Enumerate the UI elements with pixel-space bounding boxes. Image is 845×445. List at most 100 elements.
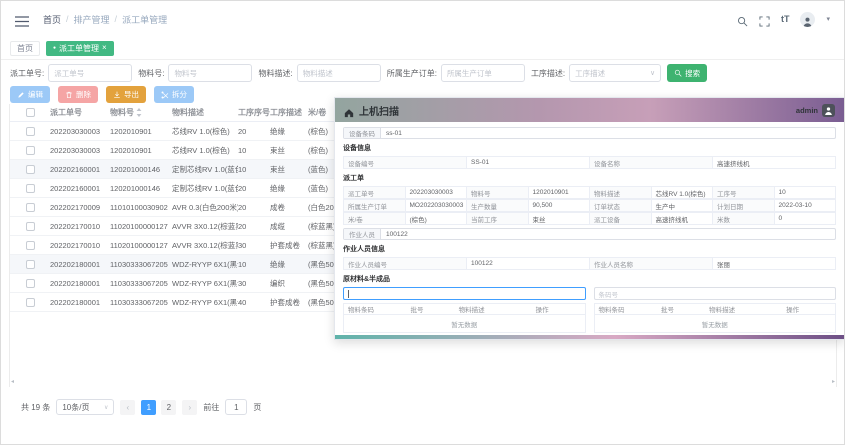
- field-label: 派工单号: [344, 187, 406, 199]
- table-cell: 11010100030902: [110, 202, 168, 212]
- table-cell: 202202170009: [50, 202, 101, 212]
- action-button-split[interactable]: 拆分: [154, 86, 194, 103]
- sort-icon[interactable]: [136, 108, 142, 118]
- search-button[interactable]: 搜索: [667, 64, 708, 82]
- pagination-total: 共 19 条: [21, 402, 51, 412]
- row-checkbox-cell: [10, 202, 50, 212]
- row-checkbox[interactable]: [25, 240, 35, 250]
- process-select[interactable]: 工序描述 ∨: [569, 64, 662, 82]
- row-checkbox[interactable]: [25, 259, 35, 269]
- table-cell: 绝缘: [270, 183, 285, 193]
- field-value: MO202203030003: [405, 200, 467, 212]
- tab-home[interactable]: 首页: [10, 40, 40, 56]
- field-value: 1202010901: [528, 187, 590, 199]
- column-header[interactable]: 物料号: [110, 107, 172, 118]
- breadcrumb-home[interactable]: 首页: [43, 14, 62, 25]
- raw-material-barcode-input[interactable]: [343, 287, 586, 300]
- row-checkbox[interactable]: [25, 164, 35, 174]
- action-button-label: 编辑: [28, 90, 43, 99]
- menu-icon[interactable]: [15, 14, 29, 27]
- user-avatar[interactable]: [800, 11, 816, 27]
- top-navbar: 首页 / 排产管理 / 派工单管理 tT ▾: [1, 1, 844, 37]
- breadcrumb-current: 派工单管理: [122, 14, 168, 25]
- tag-tab-bar: 首页 ● 派工单管理 ×: [1, 37, 844, 60]
- home-icon: [344, 105, 354, 118]
- panel-user-avatar[interactable]: [822, 103, 835, 117]
- fullscreen-icon[interactable]: [759, 14, 770, 27]
- row-checkbox[interactable]: [25, 202, 35, 212]
- panel-header[interactable]: 上机扫描 admin: [335, 98, 844, 122]
- filter-input[interactable]: 派工单号: [48, 64, 133, 82]
- row-checkbox[interactable]: [25, 297, 35, 307]
- page-button-2[interactable]: 2: [161, 399, 177, 415]
- workorder-row: 所属生产订单 MO202203030003 生产数量 90,500 订单状态 生产中 计划日…: [343, 199, 836, 212]
- tab-close-icon[interactable]: ×: [102, 43, 107, 52]
- filter-label: 派工单号:: [10, 68, 45, 78]
- input-placeholder: 工序描述: [575, 68, 606, 78]
- operator-input[interactable]: 100122: [386, 230, 408, 238]
- table-cell: WDZ-RYYP 6X1(黑色5...: [172, 297, 238, 307]
- goto-page-input[interactable]: 1: [225, 399, 248, 415]
- operator-label: 作业人员: [344, 229, 381, 239]
- row-checkbox[interactable]: [25, 145, 35, 155]
- row-checkbox[interactable]: [25, 126, 35, 136]
- page-size-select[interactable]: 10条/页 ∨: [56, 399, 115, 415]
- caret-down-icon[interactable]: ▾: [826, 16, 830, 23]
- row-checkbox[interactable]: [25, 183, 35, 193]
- filter-input[interactable]: 物料号: [168, 64, 253, 82]
- input-placeholder: 所属生产订单: [446, 68, 492, 78]
- workorder-title: 派工单: [343, 175, 364, 182]
- filter-group: 物料号: 物料号: [138, 64, 253, 82]
- material-tables: 物料条码 批号 物料描述 操作 暂无数据 物料条码 批号 物料描述 操作 暂无数据: [343, 303, 836, 333]
- font-size-icon[interactable]: tT: [780, 14, 790, 24]
- workorder-grid: 派工单号 202203030003 物料号 1202010901 物料描述 芯线RV 1.…: [343, 186, 836, 225]
- row-checkbox[interactable]: [25, 278, 35, 288]
- action-button-edit[interactable]: 编辑: [10, 86, 50, 103]
- filter-group: 派工单号: 派工单号: [10, 64, 133, 82]
- table-cell: (棕蓝黑)(黑色: [308, 221, 353, 231]
- semi-product-barcode-input[interactable]: 条码号: [593, 287, 836, 300]
- action-button-label: 拆分: [172, 90, 187, 99]
- table-cell: (黑色500米): [308, 278, 349, 288]
- filter-input[interactable]: 所属生产订单: [440, 64, 525, 82]
- next-page-button[interactable]: ›: [182, 399, 198, 415]
- workorder-row: 派工单号 202203030003 物料号 1202010901 物料描述 芯线RV 1.…: [343, 186, 836, 199]
- table-cell: 202202160001: [50, 183, 101, 193]
- panel-scrollbar[interactable]: [335, 335, 844, 339]
- field-value: 0: [774, 213, 836, 225]
- device-info-title: 设备信息: [343, 145, 371, 152]
- operator-info-title: 作业人员信息: [343, 246, 385, 253]
- breadcrumb-scheduling[interactable]: 排产管理: [73, 14, 110, 25]
- table-cell: 30: [238, 278, 247, 288]
- panel-body: 设备条码 ss-01 设备信息 设备编号 SS-01 设备名称 高速挤线机 派工单 派…: [335, 122, 844, 335]
- table-cell: 护套成卷: [270, 240, 300, 250]
- table-cell: 120201000146: [110, 164, 161, 174]
- hscroll-right-icon[interactable]: ▸: [831, 379, 835, 385]
- prev-page-button[interactable]: ‹: [120, 399, 136, 415]
- column-header: 物料描述: [172, 108, 204, 117]
- column-header: 工序序号: [238, 108, 270, 117]
- table-cell: 10: [238, 164, 247, 174]
- action-button-delete[interactable]: 删除: [58, 86, 98, 103]
- table-cell: (棕色): [308, 145, 328, 155]
- page-size-value: 10条/页: [62, 402, 90, 412]
- device-barcode-input[interactable]: ss-01: [386, 129, 402, 137]
- edit-icon: [17, 91, 25, 99]
- search-icon[interactable]: [737, 14, 748, 26]
- select-all-checkbox[interactable]: [25, 108, 35, 117]
- field-label: 派工设备: [590, 213, 652, 225]
- material-column-header: 批号: [410, 307, 424, 314]
- filter-input[interactable]: 物料描述: [296, 64, 381, 82]
- page-button-1[interactable]: 1: [141, 399, 157, 415]
- field-value: 高速挤线机: [651, 213, 713, 225]
- row-checkbox[interactable]: [25, 221, 35, 231]
- hscroll-left-icon[interactable]: ◂: [11, 379, 15, 385]
- action-button-export[interactable]: 导出: [106, 86, 146, 103]
- column-header: 米/卷: [308, 108, 327, 117]
- row-checkbox-cell: [10, 259, 50, 269]
- tab-dispatch-management[interactable]: ● 派工单管理 ×: [46, 40, 114, 56]
- chevron-down-icon: ∨: [650, 70, 656, 77]
- material-inputs: 条码号: [343, 287, 836, 300]
- breadcrumb-separator: /: [66, 14, 69, 24]
